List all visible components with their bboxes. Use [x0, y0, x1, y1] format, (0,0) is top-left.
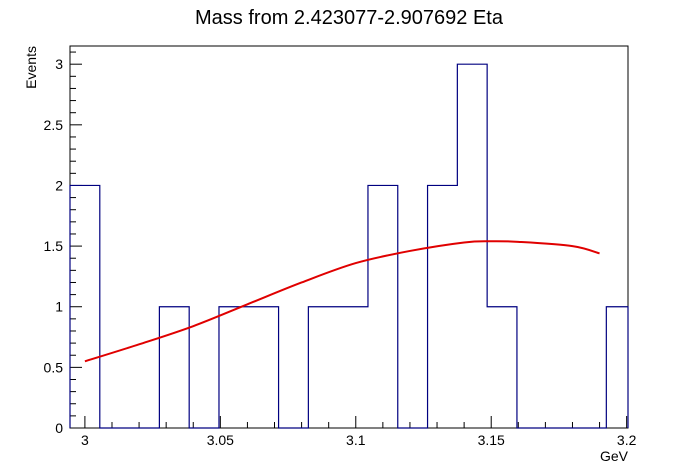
x-axis-title: GeV: [600, 448, 629, 464]
y-tick-label: 2.5: [44, 117, 64, 133]
x-tick-label: 3: [81, 432, 89, 448]
fit-curve: [84, 240, 600, 363]
y-tick-label: 2: [55, 177, 63, 193]
y-tick-label: 3: [55, 56, 63, 72]
plot-frame: [69, 45, 629, 429]
x-tick-label: 3.05: [207, 432, 234, 448]
x-tick-label: 3.2: [617, 432, 637, 448]
y-axis-title: Events: [23, 46, 39, 89]
x-tick-label: 3.1: [346, 432, 366, 448]
y-tick-label: 0: [55, 420, 63, 436]
y-tick-label: 1.5: [44, 238, 64, 254]
y-axis: 0 0.5 1 1.5 2 2.5 3: [44, 51, 82, 436]
y-tick-label: 1: [55, 299, 63, 315]
x-tick-label: 3.15: [478, 432, 505, 448]
chart-title: Mass from 2.423077-2.907692 Eta: [195, 7, 504, 29]
y-tick-label: 0.5: [44, 359, 64, 375]
x-axis: 3 3.05 3.1 3.15 3.2: [81, 416, 637, 448]
histogram-outline: [69, 63, 629, 429]
